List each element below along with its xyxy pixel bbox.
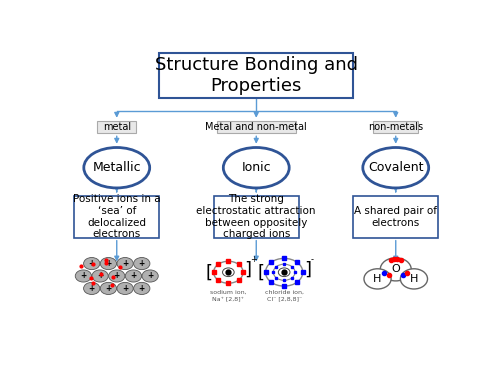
Text: +: +	[106, 259, 112, 268]
Text: ]: ]	[244, 261, 251, 279]
Text: Covalent: Covalent	[368, 161, 424, 174]
Circle shape	[84, 282, 100, 294]
Text: ]: ]	[304, 261, 311, 279]
Text: Positive ions in a
‘sea’ of
delocalized
electrons: Positive ions in a ‘sea’ of delocalized …	[73, 194, 160, 239]
Circle shape	[108, 270, 125, 282]
Text: +: +	[122, 259, 128, 268]
Circle shape	[364, 269, 391, 289]
Text: sodium ion,
Na⁺ [2,8]⁺: sodium ion, Na⁺ [2,8]⁺	[210, 290, 246, 301]
Text: Metal and non-metal: Metal and non-metal	[206, 122, 307, 132]
Circle shape	[100, 282, 116, 294]
Circle shape	[100, 258, 116, 270]
Circle shape	[278, 268, 290, 277]
Circle shape	[92, 270, 108, 282]
FancyBboxPatch shape	[160, 53, 353, 98]
FancyBboxPatch shape	[374, 121, 418, 134]
Text: +: +	[147, 272, 153, 280]
Text: +: +	[138, 259, 145, 268]
Text: Structure Bonding and
Properties: Structure Bonding and Properties	[155, 56, 358, 95]
Circle shape	[380, 258, 411, 281]
FancyBboxPatch shape	[74, 196, 160, 238]
FancyBboxPatch shape	[214, 196, 299, 238]
Text: +: +	[88, 259, 95, 268]
Text: non-metals: non-metals	[368, 122, 424, 132]
Text: +: +	[114, 272, 120, 280]
Text: [: [	[258, 263, 264, 281]
Text: Ionic: Ionic	[242, 161, 271, 174]
Ellipse shape	[224, 147, 289, 188]
FancyBboxPatch shape	[98, 121, 136, 134]
Text: H: H	[410, 274, 418, 284]
Text: chloride ion,
Cl⁻ [2,8,8]⁻: chloride ion, Cl⁻ [2,8,8]⁻	[264, 290, 304, 301]
Text: -: -	[310, 255, 313, 264]
Text: Metallic: Metallic	[92, 161, 141, 174]
Text: +: +	[130, 272, 136, 280]
Text: H: H	[374, 274, 382, 284]
Text: +: +	[80, 272, 86, 280]
Circle shape	[84, 258, 100, 270]
Circle shape	[134, 258, 150, 270]
Text: +: +	[88, 284, 95, 293]
FancyBboxPatch shape	[216, 121, 296, 134]
Text: +: +	[97, 272, 103, 280]
Circle shape	[400, 269, 427, 289]
Text: A shared pair of
electrons: A shared pair of electrons	[354, 206, 437, 228]
Text: +: +	[106, 284, 112, 293]
Text: O: O	[392, 264, 400, 274]
Circle shape	[75, 270, 92, 282]
Text: metal: metal	[102, 122, 131, 132]
FancyBboxPatch shape	[353, 196, 438, 238]
Text: +: +	[138, 284, 145, 293]
Circle shape	[117, 282, 133, 294]
Ellipse shape	[84, 147, 150, 188]
Circle shape	[142, 270, 158, 282]
Text: The strong
electrostatic attraction
between oppositely
charged ions: The strong electrostatic attraction betw…	[196, 194, 316, 239]
Text: +: +	[250, 255, 257, 264]
Ellipse shape	[363, 147, 428, 188]
Text: [: [	[206, 263, 212, 281]
Circle shape	[117, 258, 133, 270]
Circle shape	[126, 270, 142, 282]
Circle shape	[134, 282, 150, 294]
Text: +: +	[122, 284, 128, 293]
Circle shape	[222, 268, 234, 277]
